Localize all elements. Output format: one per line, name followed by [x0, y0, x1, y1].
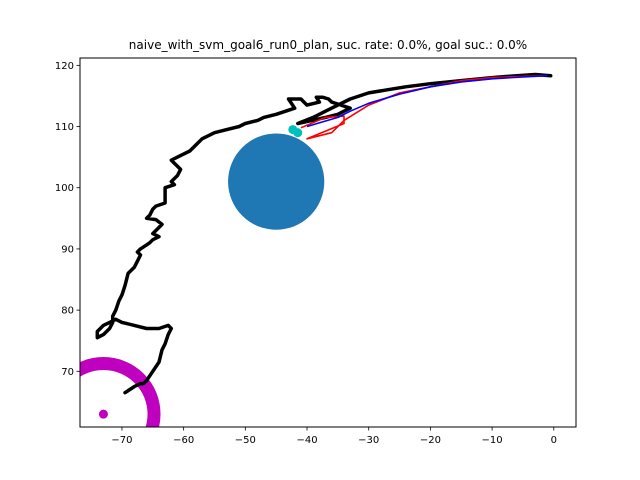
y-tick-label: 70: [61, 367, 74, 378]
chart-title: naive_with_svm_goal6_run0_plan, suc. rat…: [129, 38, 527, 52]
x-tick-label: −40: [296, 435, 317, 446]
x-tick-label: 0: [551, 435, 557, 446]
x-tick-label: −30: [358, 435, 379, 446]
obstacle-circle: [228, 133, 325, 230]
plan-blue-line: [306, 74, 548, 128]
x-tick-label: −70: [111, 435, 132, 446]
y-tick-label: 100: [55, 183, 74, 194]
axes-frame: [79, 57, 577, 428]
x-tick-label: −50: [235, 435, 256, 446]
y-tick-label: 80: [61, 306, 74, 317]
trajectory-line: [95, 72, 553, 395]
plot-area: [80, 72, 553, 427]
x-tick-label: −10: [482, 435, 503, 446]
plan-red-line: [300, 74, 545, 140]
x-tick-label: −20: [420, 435, 441, 446]
x-axis: −70 −60 −50 −40 −30 −20 −10 0: [111, 427, 557, 446]
x-tick-label: −60: [173, 435, 194, 446]
waypoint-marker-1: [293, 128, 303, 138]
y-axis: 70 80 90 100 110 120: [55, 61, 80, 378]
goal-region-ring: [80, 357, 161, 427]
y-tick-label: 90: [61, 244, 74, 255]
y-tick-label: 110: [55, 122, 74, 133]
y-tick-label: 120: [55, 61, 74, 72]
goal-center-point: [98, 409, 108, 419]
